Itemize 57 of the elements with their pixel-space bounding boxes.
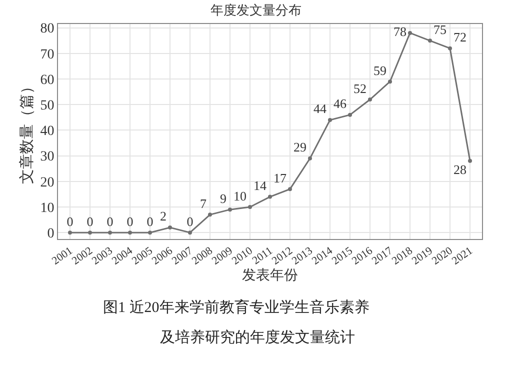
data-label: 44 — [314, 101, 327, 116]
data-label: 9 — [220, 190, 226, 206]
y-tick-label: 0 — [47, 226, 54, 242]
point — [108, 230, 112, 235]
data-label: 52 — [354, 80, 366, 96]
y-tick-label: 30 — [40, 150, 54, 165]
data-label: 0 — [186, 214, 194, 229]
point — [148, 230, 152, 235]
point — [68, 230, 72, 235]
y-tick-label: 40 — [40, 124, 54, 140]
y-tick-label: 70 — [40, 47, 54, 62]
data-label: 29 — [294, 140, 306, 155]
point — [448, 46, 452, 50]
point — [248, 205, 252, 210]
point — [328, 118, 332, 122]
data-label: 2 — [160, 208, 166, 224]
point — [388, 80, 392, 84]
point — [268, 194, 272, 199]
point — [408, 30, 412, 35]
data-label: 0 — [66, 214, 74, 229]
data-label: 28 — [454, 162, 466, 178]
data-label: 72 — [454, 30, 466, 45]
point — [228, 208, 232, 212]
data-label: 0 — [126, 214, 134, 229]
data-label: 10 — [234, 188, 246, 204]
point — [128, 230, 132, 235]
x-tick-label: 2001 — [50, 244, 75, 268]
y-tick-label: 50 — [40, 98, 54, 114]
point — [428, 38, 432, 43]
chart-title: 年度发文量分布 — [210, 2, 302, 18]
y-tick-label: 80 — [40, 22, 54, 37]
y-tick-label: 20 — [40, 175, 54, 190]
point — [308, 156, 312, 160]
data-label: 75 — [434, 22, 446, 37]
point — [288, 187, 292, 192]
data-label: 14 — [254, 178, 267, 194]
caption: 图1 近20年来学前教育专业学生音乐素养 — [103, 299, 370, 316]
data-label: 7 — [200, 196, 207, 211]
data-label: 78 — [394, 24, 406, 40]
text: 及培养研究的年度发文量统计 — [160, 329, 355, 346]
y-tick-label: 10 — [40, 200, 54, 216]
data-label: 0 — [106, 214, 114, 229]
y-axis-title: 文章数量（篇） — [18, 79, 36, 184]
point — [208, 212, 212, 217]
data-label: 0 — [146, 214, 154, 229]
data-label: 0 — [86, 214, 94, 229]
x-axis-title: 发表年份 — [242, 267, 298, 284]
point — [188, 230, 192, 235]
data-label: 17 — [274, 170, 287, 186]
data-label: 46 — [334, 96, 347, 112]
point — [368, 98, 372, 102]
data-label: 59 — [374, 62, 386, 78]
point — [88, 230, 92, 235]
y-tick-label: 60 — [40, 72, 54, 88]
point — [348, 112, 352, 117]
point — [468, 158, 472, 163]
point — [168, 225, 172, 230]
